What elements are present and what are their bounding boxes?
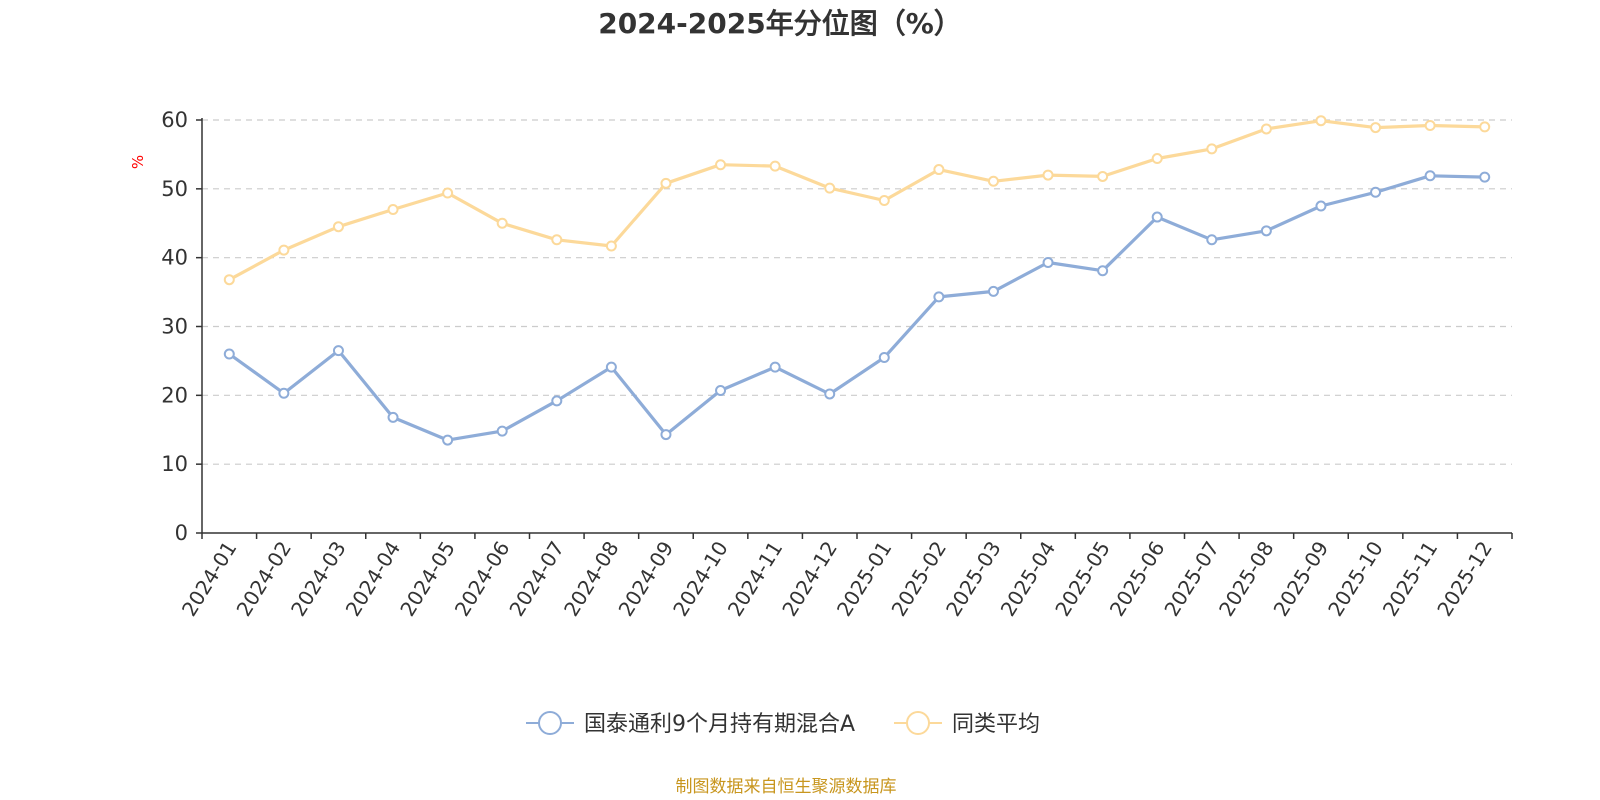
legend-fund-marker-icon bbox=[538, 711, 562, 735]
data-point-s1-2025-09[interactable] bbox=[1315, 115, 1327, 127]
series-line-1 bbox=[228, 119, 1485, 282]
legend-avg-marker-icon bbox=[906, 711, 930, 735]
data-point-s1-2024-09[interactable] bbox=[660, 177, 672, 189]
data-point-s0-2024-03[interactable] bbox=[332, 345, 344, 357]
data-point-s1-2025-01[interactable] bbox=[878, 195, 890, 207]
data-point-s1-2024-06[interactable] bbox=[496, 217, 508, 229]
data-point-s1-2024-10[interactable] bbox=[715, 159, 727, 171]
series-lines bbox=[228, 119, 1485, 442]
data-point-s1-2025-02[interactable] bbox=[933, 164, 945, 176]
data-point-s1-2025-10[interactable] bbox=[1370, 122, 1382, 134]
data-point-s0-2024-05[interactable] bbox=[442, 434, 454, 446]
data-point-s1-2024-07[interactable] bbox=[551, 234, 563, 246]
y-tick-label: 10 bbox=[161, 452, 188, 476]
y-tick-label: 40 bbox=[161, 246, 188, 270]
data-point-s0-2024-02[interactable] bbox=[278, 387, 290, 399]
data-point-s1-2025-12[interactable] bbox=[1479, 121, 1491, 133]
data-point-s0-2025-11[interactable] bbox=[1424, 170, 1436, 182]
data-point-s0-2024-07[interactable] bbox=[551, 395, 563, 407]
data-point-s0-2025-07[interactable] bbox=[1206, 234, 1218, 246]
y-tick-label: 60 bbox=[161, 108, 188, 132]
data-point-s0-2025-10[interactable] bbox=[1370, 186, 1382, 198]
data-point-s0-2025-09[interactable] bbox=[1315, 200, 1327, 212]
data-point-s1-2025-08[interactable] bbox=[1260, 123, 1272, 135]
data-point-s0-2024-04[interactable] bbox=[387, 411, 399, 423]
legend: 国泰通利9个月持有期混合A 同类平均 bbox=[526, 711, 1040, 737]
data-point-s1-2025-03[interactable] bbox=[987, 175, 999, 187]
data-source-note: 制图数据来自恒生聚源数据库 bbox=[676, 777, 897, 797]
data-point-s0-2025-12[interactable] bbox=[1479, 171, 1491, 183]
y-tick-label: 0 bbox=[175, 521, 188, 545]
data-point-s0-2025-04[interactable] bbox=[1042, 256, 1054, 268]
data-point-s0-2025-02[interactable] bbox=[933, 291, 945, 303]
data-point-s1-2025-07[interactable] bbox=[1206, 143, 1218, 155]
data-point-s1-2025-05[interactable] bbox=[1097, 170, 1109, 182]
y-tick-label: 20 bbox=[161, 383, 188, 407]
data-point-s1-2024-04[interactable] bbox=[387, 203, 399, 215]
data-point-s0-2025-08[interactable] bbox=[1260, 225, 1272, 237]
data-point-s1-2025-04[interactable] bbox=[1042, 169, 1054, 181]
data-point-s0-2024-11[interactable] bbox=[769, 361, 781, 373]
data-point-s0-2025-01[interactable] bbox=[878, 351, 890, 363]
data-point-s1-2024-02[interactable] bbox=[278, 244, 290, 256]
y-tick-label: 50 bbox=[161, 177, 188, 201]
data-point-s0-2024-06[interactable] bbox=[496, 425, 508, 437]
data-point-s0-2025-03[interactable] bbox=[987, 285, 999, 297]
data-point-s0-2024-12[interactable] bbox=[824, 388, 836, 400]
data-point-s0-2024-10[interactable] bbox=[715, 385, 727, 397]
legend-avg-label: 同类平均 bbox=[952, 712, 1040, 737]
data-point-s1-2024-11[interactable] bbox=[769, 160, 781, 172]
data-point-s1-2024-05[interactable] bbox=[442, 187, 454, 199]
data-point-s0-2024-09[interactable] bbox=[660, 429, 672, 441]
legend-item-fund[interactable]: 国泰通利9个月持有期混合A bbox=[526, 711, 855, 737]
grid-lines bbox=[202, 119, 1512, 465]
data-point-s1-2024-01[interactable] bbox=[223, 274, 235, 286]
data-point-s0-2024-08[interactable] bbox=[605, 361, 617, 373]
data-point-s1-2025-11[interactable] bbox=[1424, 120, 1436, 132]
series-line-0 bbox=[228, 174, 1485, 442]
data-point-s1-2024-03[interactable] bbox=[332, 221, 344, 233]
data-point-s1-2024-08[interactable] bbox=[605, 240, 617, 252]
data-point-s0-2025-06[interactable] bbox=[1151, 211, 1163, 223]
data-points bbox=[223, 115, 1491, 446]
data-point-s1-2025-06[interactable] bbox=[1151, 153, 1163, 165]
data-point-s1-2024-12[interactable] bbox=[824, 182, 836, 194]
y-axis-label: % bbox=[129, 155, 147, 169]
legend-fund-label: 国泰通利9个月持有期混合A bbox=[584, 712, 855, 737]
data-point-s0-2025-05[interactable] bbox=[1097, 265, 1109, 277]
axes: 01020304050602024-012024-022024-032024-0… bbox=[161, 108, 1513, 621]
chart-title: 2024-2025年分位图（%） bbox=[598, 7, 962, 40]
legend-item-peer-average[interactable]: 同类平均 bbox=[894, 711, 1040, 737]
data-point-s0-2024-01[interactable] bbox=[223, 348, 235, 360]
y-tick-label: 30 bbox=[161, 315, 188, 339]
